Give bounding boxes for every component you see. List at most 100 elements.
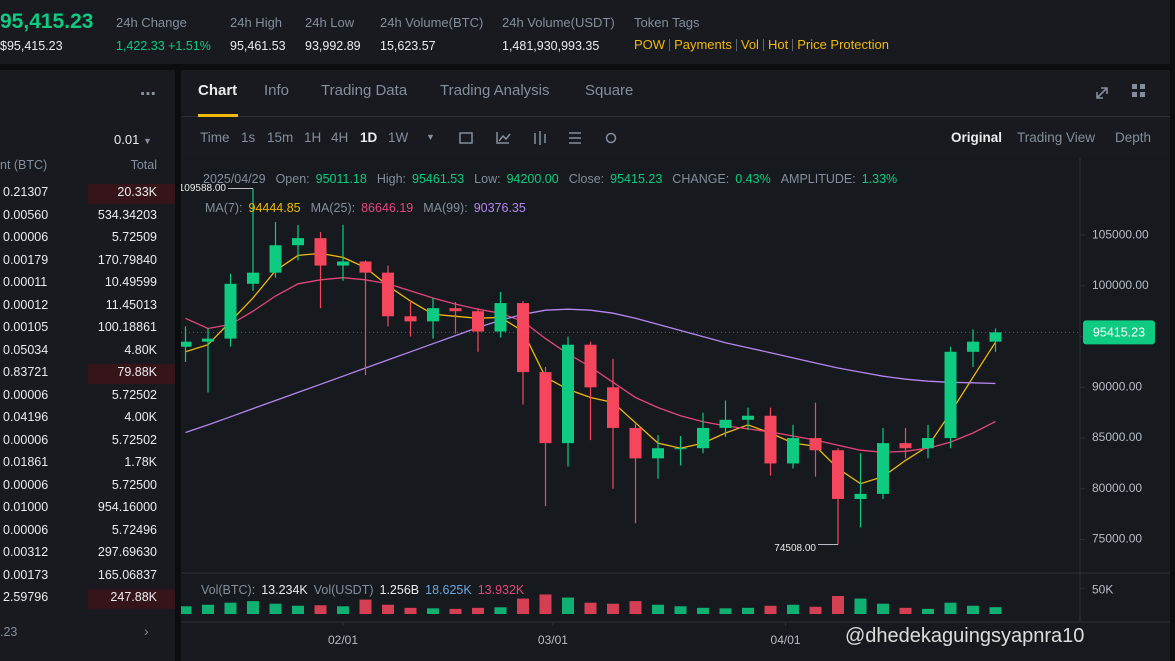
amount: 2.59796 — [3, 590, 49, 604]
interval-dropdown[interactable]: ▼ — [426, 132, 435, 142]
amount: 0.00179 — [3, 252, 49, 267]
volume-bar — [562, 597, 574, 614]
amount: 0.00312 — [3, 545, 49, 559]
candle-body — [697, 427, 709, 449]
more-icon[interactable]: ⋯ — [140, 86, 157, 103]
more-arrow[interactable]: › — [144, 623, 149, 639]
tab[interactable]: Chart — [198, 82, 238, 99]
volume-label: Vol(BTC): — [201, 583, 256, 597]
stat-label: 24h Volume(USDT) — [502, 15, 615, 30]
volume-value: 18.625K — [425, 583, 472, 597]
token-tag[interactable]: POW — [634, 37, 666, 52]
stat-value: 95,461.53 — [230, 39, 286, 53]
volume-bar — [181, 606, 192, 614]
candle-body — [404, 316, 417, 322]
view-option[interactable]: Depth — [1115, 130, 1152, 145]
volume-bar — [382, 604, 394, 614]
tab[interactable]: Trading Analysis — [440, 82, 550, 99]
total: 11.45013 — [105, 297, 157, 312]
ticker-header: 95,415.23 $95,415.23 Token Tags POW Payme… — [0, 0, 1170, 64]
amount: 0.00006 — [3, 432, 49, 447]
volume-bar — [584, 602, 597, 614]
ma-name: MA(99): — [423, 201, 468, 215]
interval[interactable]: 1W — [388, 130, 409, 145]
amount: 0.00173 — [3, 567, 49, 582]
interval[interactable]: 15m — [267, 130, 294, 145]
view-option[interactable]: Original — [951, 130, 1003, 145]
total: 5.72496 — [111, 522, 157, 537]
amount: 0.00012 — [3, 297, 49, 312]
interval[interactable]: 1s — [241, 130, 256, 145]
interval: Time — [200, 130, 230, 145]
total: 534.34203 — [97, 207, 157, 222]
last-price-tag — [1083, 320, 1155, 345]
info-value: 95461.53 — [412, 172, 465, 186]
y-tick-label: 100000.00 — [1092, 278, 1149, 292]
volume-bar — [449, 608, 462, 614]
candle-body — [787, 438, 799, 464]
expand-icon[interactable] — [1096, 87, 1108, 99]
volume-bar — [967, 605, 979, 614]
candle-body — [922, 438, 934, 449]
candle-body — [854, 493, 867, 499]
token-tag[interactable]: Price Protection — [792, 38, 893, 51]
annotation-label: 74508.00 — [774, 543, 816, 554]
volume-bar — [539, 594, 552, 614]
volume-bar — [719, 608, 732, 614]
amount: 0.00006 — [3, 522, 49, 537]
total: 5.72502 — [111, 432, 157, 447]
token-tag[interactable]: Hot — [762, 38, 792, 51]
stat-label: 24h Low — [305, 15, 355, 30]
token-tag[interactable]: Payments — [669, 38, 736, 51]
volume-bar — [629, 601, 642, 614]
volume-value: 13.932K — [477, 583, 525, 597]
y-tick-label: 85000.00 — [1092, 430, 1142, 444]
amount: 0.21307 — [3, 185, 49, 199]
amount: 0.01861 — [3, 455, 49, 469]
tick-size[interactable]: 0.01 ▼ — [114, 132, 152, 147]
candle-body — [517, 303, 529, 373]
tab[interactable]: Square — [585, 82, 634, 99]
amount: 0.04196 — [3, 410, 49, 424]
interval[interactable]: 1H — [304, 130, 322, 145]
tab[interactable]: Info — [264, 82, 290, 99]
ma-value: 90376.35 — [473, 201, 526, 215]
candle-body — [539, 372, 552, 444]
candle-body — [809, 438, 822, 451]
stat-label: 24h High — [230, 15, 283, 30]
candle-body — [269, 245, 282, 273]
toolbar-icons[interactable] — [459, 131, 617, 145]
total: 79.88K — [117, 365, 157, 379]
total: 100.18861 — [97, 320, 157, 334]
volume-legend: Vol(BTC): 13.234K Vol(USDT) 1.256B 18.625K 13… — [201, 583, 524, 597]
interval[interactable]: 1D — [360, 130, 378, 145]
total: 297.69630 — [97, 545, 157, 559]
y-tick-label: 80000.00 — [1092, 481, 1142, 495]
interval[interactable]: 4H — [331, 130, 349, 145]
candle-body — [832, 450, 844, 499]
view-option[interactable]: Trading View — [1017, 130, 1096, 145]
candle-body — [629, 427, 642, 459]
volume-bar — [292, 605, 304, 614]
volume-bar — [517, 598, 529, 614]
column-amount: nt (BTC) — [0, 158, 48, 172]
candle-body — [337, 261, 349, 266]
volume-bar — [314, 605, 327, 614]
volume-bar — [697, 607, 709, 614]
candle-body — [877, 443, 889, 494]
token-tags: POW Payments Vol Hot Price Protection — [634, 37, 893, 52]
tab[interactable]: Trading Data — [321, 82, 408, 99]
token-tag[interactable]: Vol — [735, 38, 763, 51]
volume-bar — [854, 598, 867, 614]
layout-icon[interactable] — [1132, 84, 1145, 97]
info-value: 95415.23 — [610, 172, 663, 186]
info-label: Close: — [568, 172, 605, 186]
volume-bar — [809, 606, 822, 614]
depth-bar — [88, 184, 175, 204]
total: 5.72509 — [111, 230, 157, 244]
amount: 0.00560 — [3, 207, 49, 222]
column-total: Total — [130, 158, 157, 172]
volume-bar — [359, 599, 372, 614]
depth-bar — [88, 589, 175, 609]
x-tick-label: 04/01 — [771, 633, 801, 647]
